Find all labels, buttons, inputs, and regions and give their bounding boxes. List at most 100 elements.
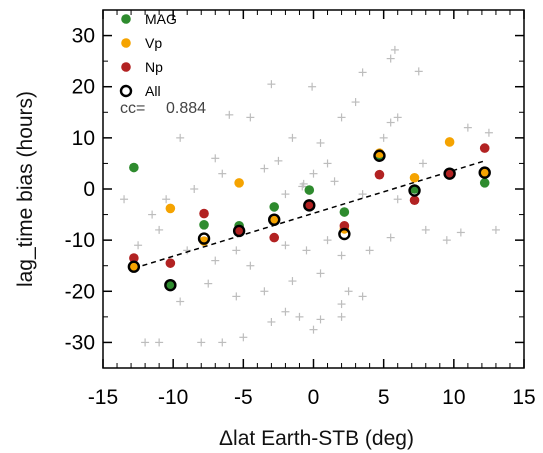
point-mag	[304, 185, 315, 195]
legend-label: All	[145, 83, 161, 99]
background-point	[176, 297, 185, 306]
legend-item-np: Np	[121, 59, 163, 75]
background-point	[386, 118, 395, 127]
point-np	[269, 232, 280, 243]
point-vp	[269, 214, 280, 225]
background-point	[211, 154, 220, 163]
background-point	[218, 169, 227, 178]
background-point	[274, 156, 283, 165]
point-all	[232, 224, 246, 238]
point-vp	[444, 137, 455, 147]
background-point	[267, 80, 276, 89]
legend-marker	[119, 84, 133, 98]
x-tick-label: -10	[158, 386, 188, 409]
x-tick-label: -15	[88, 386, 118, 409]
point-vp	[234, 178, 244, 188]
x-tick-label: 5	[378, 386, 390, 409]
background-point	[239, 333, 248, 342]
background-point	[330, 177, 339, 186]
background-point	[421, 225, 430, 234]
data-series	[127, 137, 491, 292]
background-point	[176, 133, 185, 142]
background-point	[393, 113, 402, 122]
legend-label: Np	[145, 59, 163, 75]
point-mag	[165, 280, 176, 290]
background-point	[337, 312, 346, 321]
background-point	[323, 159, 332, 168]
point-all	[408, 184, 421, 197]
background-point	[134, 241, 143, 250]
background-point	[267, 317, 276, 326]
point-all	[303, 199, 316, 212]
legend-marker	[121, 14, 131, 24]
point-mag	[339, 207, 350, 217]
y-axis-title: lag_time bias (hours)	[14, 91, 37, 287]
correlation-value: 0.884	[166, 100, 206, 117]
background-point	[358, 190, 367, 199]
point-np	[339, 221, 350, 231]
background-point	[484, 128, 493, 137]
background-point	[390, 45, 399, 54]
background-point	[323, 236, 332, 245]
background-point	[491, 225, 500, 234]
background-point	[260, 164, 269, 173]
legend-label: Vp	[145, 35, 162, 51]
background-point	[308, 82, 317, 91]
background-point	[232, 246, 241, 255]
point-np	[165, 258, 176, 268]
background-point	[232, 292, 241, 301]
point-vp	[409, 172, 420, 183]
x-tick-label: 15	[512, 386, 535, 409]
y-tick-label: -20	[65, 280, 95, 303]
y-tick-label: 10	[72, 127, 95, 150]
point-all	[478, 166, 491, 179]
x-axis-title: Δlat Earth-STB (deg)	[219, 427, 414, 450]
point-np	[479, 143, 490, 153]
background-point	[148, 210, 157, 219]
legend-label: MAG	[145, 11, 177, 27]
point-all	[268, 213, 281, 226]
fit-line	[133, 160, 485, 269]
background-point	[162, 195, 171, 204]
point-mag	[199, 220, 209, 230]
point-all	[127, 260, 141, 273]
background-point	[337, 300, 346, 309]
y-tick-label: 20	[72, 76, 95, 99]
background-point	[281, 190, 290, 199]
background-point	[190, 185, 199, 193]
background-point	[386, 54, 395, 63]
background-point	[316, 269, 325, 278]
point-np	[234, 226, 244, 236]
background-point	[337, 113, 346, 122]
point-np	[304, 200, 315, 211]
x-tick-label: -5	[234, 386, 253, 409]
legend-item-mag: MAG	[121, 11, 177, 27]
background-point	[246, 261, 255, 270]
x-tick-label: 0	[308, 386, 320, 409]
point-all	[338, 227, 351, 241]
y-tick-label: 30	[72, 25, 95, 48]
point-vp	[129, 261, 139, 272]
background-point	[365, 246, 374, 255]
background-point	[309, 169, 318, 178]
background-point	[316, 315, 325, 324]
point-np	[199, 208, 209, 219]
background-point	[225, 110, 234, 119]
background-point	[309, 325, 318, 334]
background-point	[298, 182, 307, 191]
background-point	[463, 123, 472, 132]
background-point	[218, 338, 227, 347]
y-tick-label: -30	[65, 331, 95, 354]
background-point	[295, 312, 304, 321]
background-point	[442, 236, 451, 245]
background-point	[358, 292, 367, 301]
background-point	[288, 277, 297, 286]
background-point	[337, 251, 346, 260]
background-point	[281, 241, 290, 250]
point-mag	[269, 202, 280, 212]
background-point	[120, 195, 129, 204]
background-point	[418, 159, 427, 168]
point-np	[129, 253, 139, 263]
legend-item-all: All	[119, 83, 161, 99]
point-np	[409, 195, 420, 206]
